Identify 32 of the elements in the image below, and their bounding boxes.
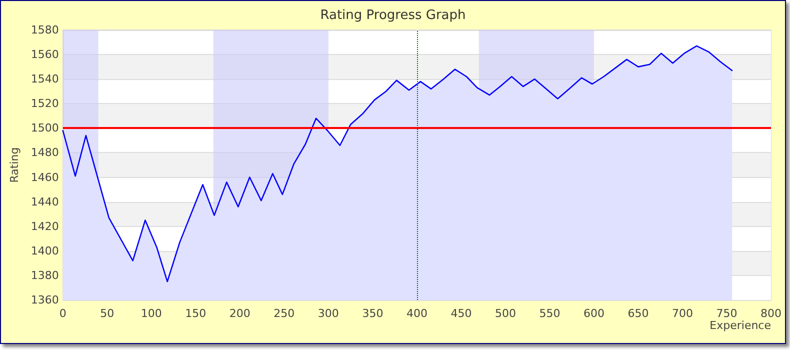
x-tick-label: 550 — [539, 307, 560, 320]
x-tick-label: 100 — [140, 307, 162, 320]
x-tick-label: 0 — [59, 307, 66, 320]
x-tick-label: 650 — [628, 307, 649, 320]
x-axis-title: Experience — [710, 319, 772, 332]
y-tick-label: 1440 — [30, 195, 59, 208]
x-tick-label: 200 — [229, 307, 250, 320]
y-tick-label: 1460 — [30, 170, 59, 184]
y-tick-label: 1500 — [30, 122, 59, 135]
y-tick-label: 1560 — [30, 48, 59, 62]
x-tick-label: 400 — [406, 307, 428, 320]
chart-title: Rating Progress Graph — [320, 8, 466, 23]
x-tick-label: 600 — [583, 307, 604, 320]
y-tick-label: 1580 — [30, 24, 59, 36]
y-tick-label: 1420 — [30, 220, 59, 233]
y-tick-label: 1520 — [30, 97, 59, 110]
y-tick-label: 1380 — [30, 268, 59, 282]
y-tick-label: 1540 — [30, 72, 59, 86]
x-tick-label: 350 — [362, 307, 384, 320]
y-tick-label: 1360 — [30, 294, 59, 306]
x-tick-label: 500 — [494, 307, 516, 320]
y-tick-label: 1480 — [30, 146, 59, 160]
x-tick-label: 700 — [672, 307, 693, 320]
y-tick-label: 1400 — [30, 244, 59, 258]
x-tick-label: 250 — [274, 307, 295, 320]
x-tick-label: 50 — [100, 307, 114, 320]
x-tick-label: 450 — [450, 307, 472, 320]
y-axis-title: Rating — [8, 147, 21, 183]
x-tick-label: 800 — [760, 307, 782, 320]
x-tick-label: 750 — [716, 307, 738, 320]
x-tick-label: 300 — [318, 307, 339, 320]
x-tick-label: 150 — [185, 307, 206, 320]
